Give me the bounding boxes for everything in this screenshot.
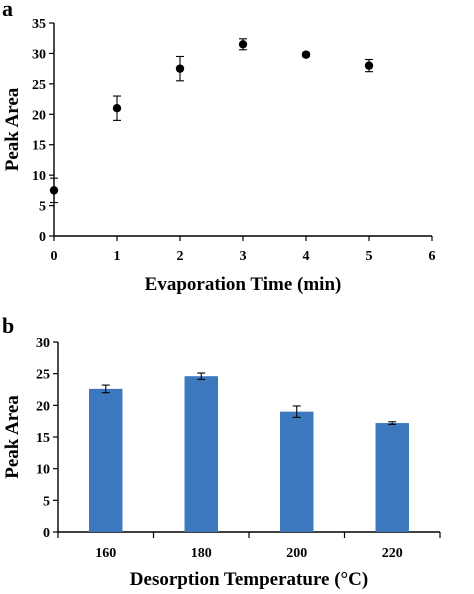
- panel-b-x-tick-label: 220: [382, 546, 403, 561]
- panel-a-data-point: [175, 64, 185, 73]
- panel-a-y-tick-label: 30: [32, 47, 46, 62]
- panel-a-data-point: [49, 186, 59, 195]
- panel-b-bar: [375, 423, 409, 532]
- panel-b-x-tick-label: 160: [95, 546, 116, 561]
- panel-a-x-tick-label: 1: [114, 249, 121, 264]
- panel-b-bar: [184, 376, 218, 532]
- panel-a-y-tick-label: 35: [32, 17, 46, 32]
- panel-a-data-points: [49, 38, 374, 204]
- panel-b-y-ticks: 0 5 10 15 20 25 30: [36, 336, 58, 541]
- panel-a-y-tick-label: 10: [32, 169, 46, 184]
- panel-b-x-ticks: 160 180 200 220: [57, 532, 441, 561]
- panel-b-bar-chart: b 0 5 10 15 20 25 30 160 180 200 220 Desorption T…: [2, 313, 441, 590]
- panel-a-x-axis-title: Evaporation Time (min): [145, 274, 342, 295]
- panel-a-x-tick-label: 5: [366, 249, 373, 264]
- panel-a-data-point: [301, 50, 311, 59]
- panel-a-y-tick-label: 20: [32, 108, 46, 123]
- panel-b-bars: [89, 372, 409, 532]
- panel-b-y-tick-label: 5: [43, 494, 50, 509]
- panel-a-x-tick-label: 0: [51, 249, 58, 264]
- panel-a-data-point: [364, 61, 374, 70]
- panel-a-y-tick-label: 15: [32, 139, 46, 154]
- panel-a-y-ticks: 0 5 10 15 20 25 30 35: [32, 17, 54, 245]
- panel-a-data-point: [238, 40, 248, 49]
- panel-b-x-tick-label: 180: [191, 546, 212, 561]
- panel-a-y-axis-title: Peak Area: [2, 87, 23, 171]
- panel-b-y-tick-label: 10: [36, 463, 50, 478]
- panel-b-x-tick-label: 200: [286, 546, 307, 561]
- panel-b-y-tick-label: 20: [36, 399, 50, 414]
- panel-b-y-tick-label: 15: [36, 431, 50, 446]
- panel-a-y-tick-label: 25: [32, 78, 46, 93]
- panel-b-bar: [280, 411, 314, 532]
- panel-b-y-tick-label: 30: [36, 336, 50, 351]
- panel-b-y-tick-label: 0: [43, 526, 50, 541]
- panel-b-x-axis-title: Desorption Temperature (°C): [130, 569, 368, 590]
- panel-a-x-tick-label: 6: [429, 249, 436, 264]
- panel-a-y-tick-label: 0: [39, 230, 46, 245]
- panel-a-x-tick-label: 2: [177, 249, 184, 264]
- panel-a-x-tick-label: 3: [240, 249, 247, 264]
- panel-a-x-tick-label: 4: [303, 249, 310, 264]
- panel-b-y-axis-title: Peak Area: [2, 395, 23, 479]
- panel-b-y-tick-label: 25: [36, 368, 50, 383]
- panel-a-label: a: [2, 0, 13, 21]
- panel-a-data-point: [112, 104, 122, 113]
- panel-a-x-ticks: 0 1 2 3 4 5 6: [51, 236, 436, 264]
- panel-b-bar: [89, 388, 123, 532]
- panel-b-label: b: [2, 313, 14, 338]
- panel-a-y-tick-label: 5: [39, 200, 46, 215]
- panel-a-scatter-chart: a 0 5 10 15 20 25 30 35 0 1 2 3 4 5 6 Evaporation Tim…: [2, 0, 436, 295]
